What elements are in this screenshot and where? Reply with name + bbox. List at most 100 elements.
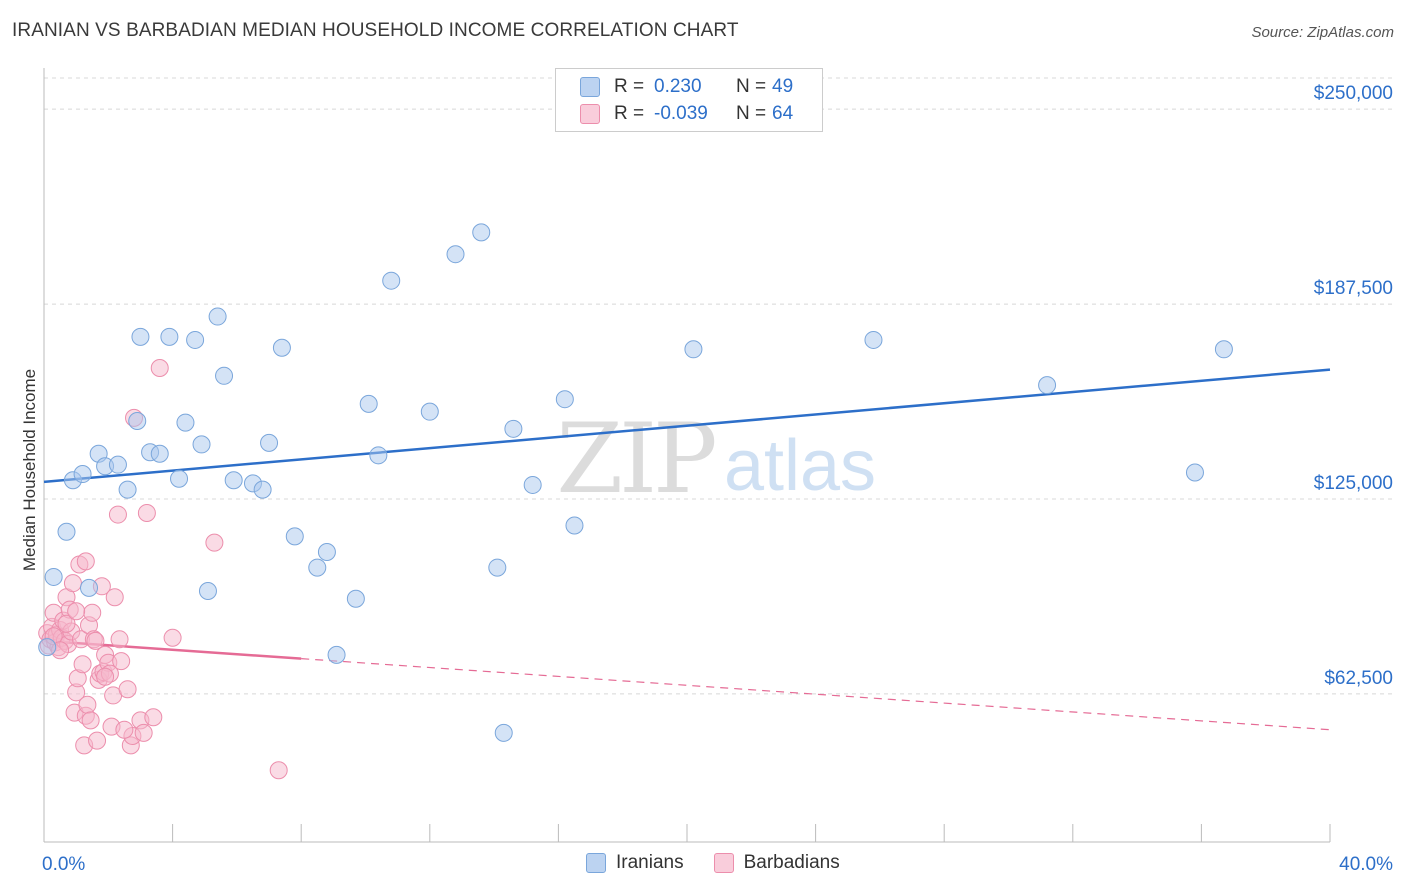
iranian-point [38, 638, 57, 657]
barbadian-point [144, 708, 163, 727]
x-tick-label: 0.0% [42, 854, 85, 875]
barbadian-point [118, 680, 137, 699]
barbadians-swatch [580, 104, 600, 124]
barbadian-point [76, 552, 95, 571]
iranian-point [80, 578, 99, 597]
iranians-swatch [586, 853, 606, 873]
barbadian-point [63, 574, 82, 593]
barbadian-point [81, 711, 100, 730]
iranian-point [684, 340, 703, 359]
tick-labels: $62,500 $125,000 $187,500 $250,000 0.0% 40.0% [42, 83, 1393, 875]
n-label: N = [736, 76, 767, 97]
legend-label-iranians: Iranians [616, 852, 684, 873]
barbadian-point [137, 504, 156, 523]
iranian-point [160, 327, 179, 346]
y-tick-label: $187,500 [1314, 278, 1393, 299]
iranian-point [131, 327, 150, 346]
iranian-point [1185, 463, 1204, 482]
legend-item-iranians[interactable]: Iranians [586, 852, 684, 874]
r-label: R = [614, 103, 645, 124]
barbadian-point [163, 628, 182, 647]
watermark-atlas: atlas [724, 426, 876, 506]
iranian-point [308, 558, 327, 577]
axes [43, 68, 1331, 843]
barbadian-point [115, 720, 134, 739]
iranian-point [504, 419, 523, 438]
iranian-point [327, 645, 346, 664]
legend-row-iranians: R = 0.230 N = 49 [580, 75, 793, 99]
barbadians-trend-extension [301, 658, 1331, 731]
iranian-point [192, 435, 211, 454]
watermark-zip: ZIP [556, 403, 715, 515]
iranians-trend-line [43, 368, 1331, 484]
iranian-point [176, 413, 195, 432]
barbadian-point [150, 359, 169, 378]
correlation-legend: R = 0.230 N = 49 R = -0.039 N = 64 [555, 68, 823, 132]
iranian-point [57, 522, 76, 541]
grid-lines [44, 77, 1395, 695]
barbadian-point [112, 652, 131, 671]
barbadian-point [96, 667, 115, 686]
legend-label-barbadians: Barbadians [743, 852, 840, 873]
iranian-point [369, 446, 388, 465]
n-value: 49 [772, 76, 794, 97]
barbadian-point [110, 630, 129, 649]
iranian-point [118, 480, 137, 499]
iranians-swatch [580, 77, 600, 97]
legend-row-barbadians: R = -0.039 N = 64 [580, 102, 793, 126]
barbadian-point [269, 761, 288, 780]
iranian-point [1038, 376, 1057, 395]
iranian-point [472, 223, 491, 242]
r-value: -0.039 [654, 103, 708, 124]
iranian-point [260, 433, 279, 452]
iranian-point [44, 567, 63, 586]
iranian-point [150, 444, 169, 463]
iranian-point [565, 516, 584, 535]
barbadian-point [86, 631, 105, 650]
source-label: Source: ZipAtlas.com [1251, 24, 1394, 41]
r-value: 0.230 [654, 76, 702, 97]
iranian-point [1214, 340, 1233, 359]
series-legend: Iranians Barbadians [586, 852, 870, 874]
iranian-point [224, 471, 243, 490]
y-tick-label: $62,500 [1324, 668, 1393, 689]
iranian-point [864, 330, 883, 349]
iranian-point [523, 475, 542, 494]
chart-title: IRANIAN VS BARBADIAN MEDIAN HOUSEHOLD IN… [12, 20, 739, 41]
barbadians-swatch [713, 853, 734, 873]
iranian-point [317, 542, 336, 561]
barbadian-point [88, 731, 107, 750]
iranian-point [446, 245, 465, 264]
legend-item-barbadians[interactable]: Barbadians [713, 852, 840, 874]
iranian-point [253, 480, 272, 499]
iranian-point [272, 338, 291, 357]
y-tick-label: $125,000 [1314, 473, 1393, 494]
iranian-point [73, 465, 92, 484]
r-label: R = [614, 76, 645, 97]
iranian-point [186, 330, 205, 349]
iranian-point [285, 527, 304, 546]
iranian-point [359, 394, 378, 413]
iranian-point [555, 390, 574, 409]
data-points [38, 223, 1233, 780]
iranian-point [208, 307, 227, 326]
barbadian-point [73, 655, 92, 674]
iranian-point [488, 558, 507, 577]
iranian-point [128, 412, 147, 431]
iranian-point [420, 402, 439, 421]
n-value: 64 [772, 103, 794, 124]
iranian-point [215, 366, 234, 385]
iranian-point [382, 271, 401, 290]
iranian-point [494, 723, 513, 742]
barbadian-point [83, 603, 102, 622]
iranian-point [198, 581, 217, 600]
watermark: ZIP atlas [556, 403, 876, 515]
iranian-point [108, 455, 127, 474]
iranian-point [170, 469, 189, 488]
barbadian-point [57, 614, 76, 633]
x-tick-label: 40.0% [1339, 854, 1393, 875]
barbadian-point [105, 588, 124, 607]
iranian-point [346, 589, 365, 608]
barbadian-point [78, 695, 97, 714]
